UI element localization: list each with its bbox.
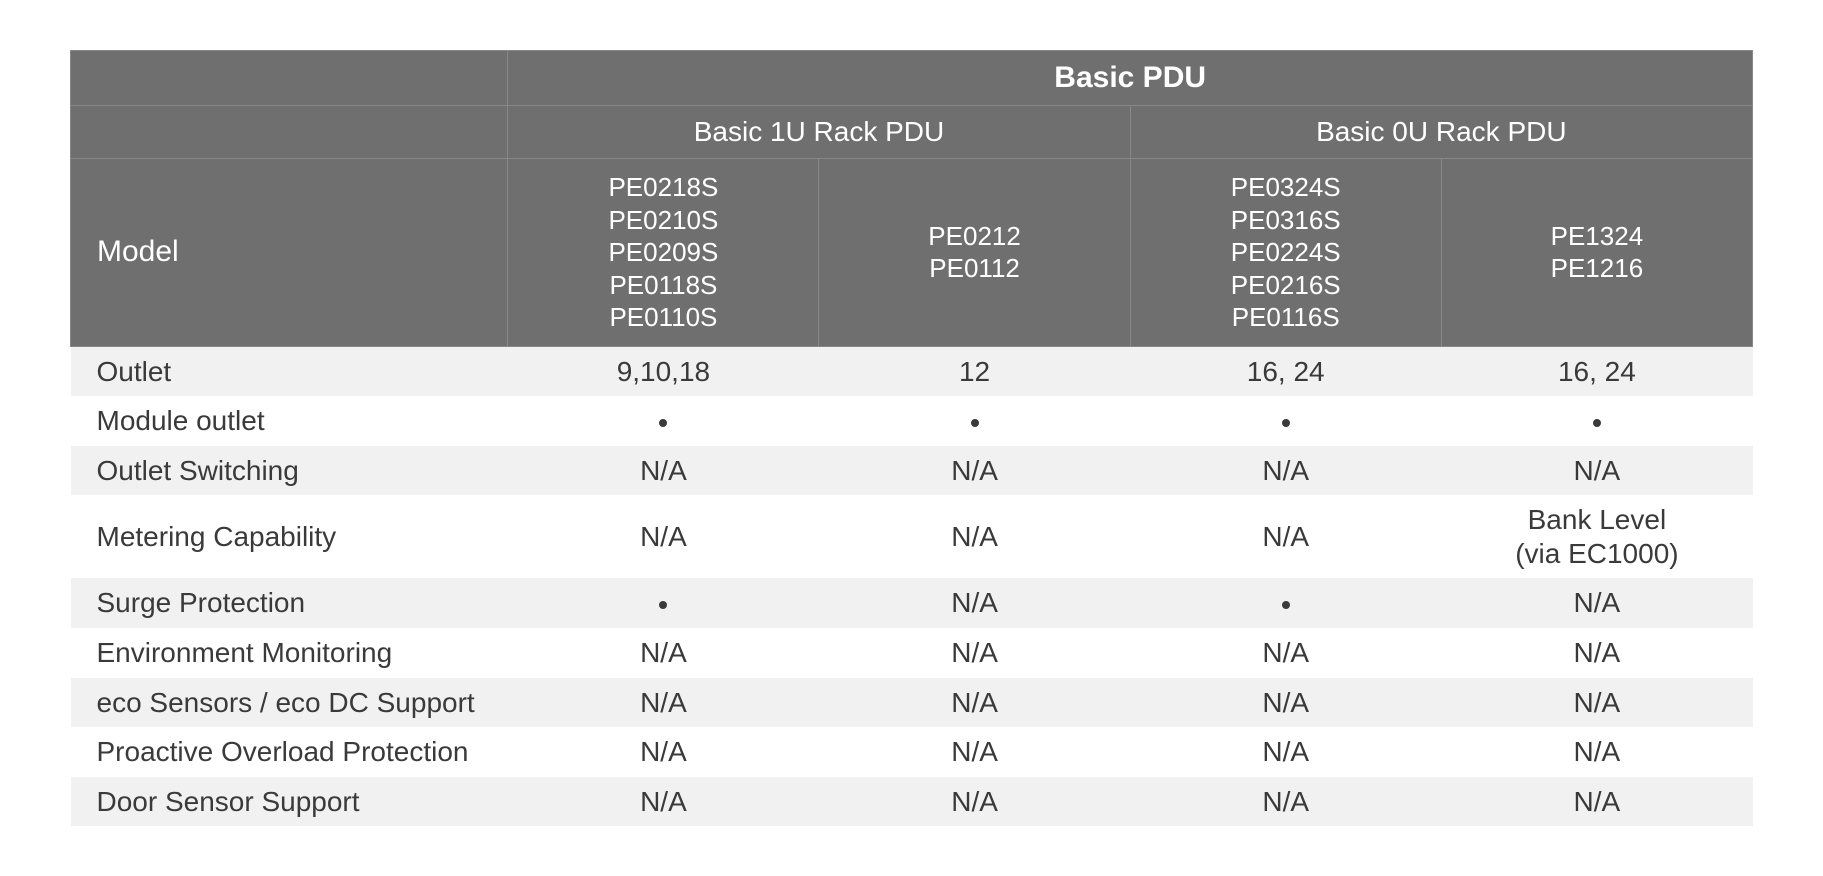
row-label: Proactive Overload Protection [71, 727, 508, 777]
bullet-icon [659, 419, 667, 427]
subheader-1u: Basic 1U Rack PDU [508, 106, 1130, 159]
table-row: Surge Protection N/A N/A [71, 578, 1753, 628]
cell: N/A [1441, 777, 1752, 827]
model-label: Model [71, 159, 508, 347]
cell: N/A [1441, 578, 1752, 628]
cell: N/A [1130, 678, 1441, 728]
row-label: Metering Capability [71, 495, 508, 578]
model-col-3: PE1324 PE1216 [1441, 159, 1752, 347]
header-blank-top [71, 51, 508, 106]
cell [819, 396, 1130, 446]
bullet-icon [971, 419, 979, 427]
cell: N/A [819, 628, 1130, 678]
model-col-1: PE0212 PE0112 [819, 159, 1130, 347]
bullet-icon [1282, 419, 1290, 427]
header-row-models: Model PE0218S PE0210S PE0209S PE0118S PE… [71, 159, 1753, 347]
cell: N/A [508, 727, 819, 777]
table-row: Outlet SwitchingN/AN/AN/AN/A [71, 446, 1753, 496]
cell: N/A [1130, 446, 1441, 496]
cell: N/A [1130, 777, 1441, 827]
bullet-icon [1593, 419, 1601, 427]
cell: 16, 24 [1441, 346, 1752, 396]
cell [1441, 396, 1752, 446]
bullet-icon [659, 601, 667, 609]
row-label: Surge Protection [71, 578, 508, 628]
table-row: Module outlet [71, 396, 1753, 446]
table-row: Door Sensor SupportN/AN/AN/AN/A [71, 777, 1753, 827]
row-label: eco Sensors / eco DC Support [71, 678, 508, 728]
bullet-icon [1282, 601, 1290, 609]
cell: N/A [1441, 446, 1752, 496]
pdu-comparison-table: Basic PDU Basic 1U Rack PDU Basic 0U Rac… [70, 50, 1753, 826]
row-label: Environment Monitoring [71, 628, 508, 678]
cell: N/A [819, 777, 1130, 827]
row-label: Outlet [71, 346, 508, 396]
table-row: Outlet9,10,181216, 2416, 24 [71, 346, 1753, 396]
cell [508, 578, 819, 628]
cell: N/A [819, 678, 1130, 728]
row-label: Module outlet [71, 396, 508, 446]
cell: 12 [819, 346, 1130, 396]
table-row: eco Sensors / eco DC SupportN/AN/AN/AN/A [71, 678, 1753, 728]
cell: N/A [508, 446, 819, 496]
header-blank-sub [71, 106, 508, 159]
cell [1130, 396, 1441, 446]
header-row-top: Basic PDU [71, 51, 1753, 106]
subheader-0u: Basic 0U Rack PDU [1130, 106, 1752, 159]
cell [1130, 578, 1441, 628]
cell: N/A [508, 678, 819, 728]
cell: N/A [1441, 628, 1752, 678]
table-container: Basic PDU Basic 1U Rack PDU Basic 0U Rac… [0, 0, 1823, 876]
cell: N/A [1441, 727, 1752, 777]
table-body: Outlet9,10,181216, 2416, 24Module outlet… [71, 346, 1753, 826]
cell: N/A [819, 495, 1130, 578]
cell: Bank Level (via EC1000) [1441, 495, 1752, 578]
cell: N/A [819, 578, 1130, 628]
header-row-sub: Basic 1U Rack PDU Basic 0U Rack PDU [71, 106, 1753, 159]
cell: 16, 24 [1130, 346, 1441, 396]
header-title: Basic PDU [508, 51, 1753, 106]
table-row: Environment MonitoringN/AN/AN/AN/A [71, 628, 1753, 678]
cell [508, 396, 819, 446]
cell: N/A [508, 777, 819, 827]
cell: N/A [819, 446, 1130, 496]
row-label: Door Sensor Support [71, 777, 508, 827]
row-label: Outlet Switching [71, 446, 508, 496]
cell: N/A [1130, 628, 1441, 678]
cell: 9,10,18 [508, 346, 819, 396]
table-row: Proactive Overload ProtectionN/AN/AN/AN/… [71, 727, 1753, 777]
cell: N/A [508, 495, 819, 578]
cell: N/A [508, 628, 819, 678]
cell: N/A [819, 727, 1130, 777]
cell: N/A [1441, 678, 1752, 728]
cell: N/A [1130, 495, 1441, 578]
table-row: Metering CapabilityN/AN/AN/ABank Level (… [71, 495, 1753, 578]
cell: N/A [1130, 727, 1441, 777]
model-col-2: PE0324S PE0316S PE0224S PE0216S PE0116S [1130, 159, 1441, 347]
model-col-0: PE0218S PE0210S PE0209S PE0118S PE0110S [508, 159, 819, 347]
